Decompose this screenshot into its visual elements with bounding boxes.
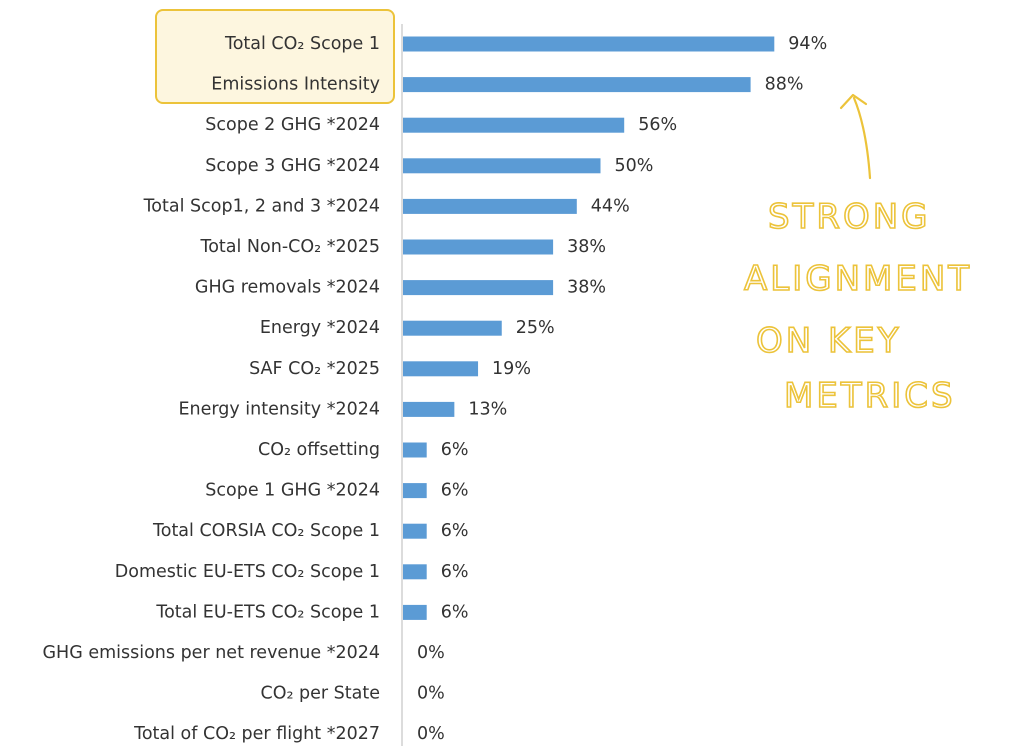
bar [403,320,502,336]
category-label: Total Non-CO₂ *2025 [200,237,381,257]
category-label: CO₂ offsetting [258,440,380,460]
bar [403,77,751,93]
bar [403,36,775,52]
category-labels: Total CO₂ Scope 1 Emissions Intensity Scop… [42,34,380,744]
annotation-line: STRONG [768,197,931,237]
category-label: Total CORSIA CO₂ Scope 1 [152,521,380,541]
highlight-box [155,9,395,104]
value-label: 6% [441,481,469,501]
bar [403,117,625,133]
value-label: 38% [567,278,606,298]
category-label: Total EU-ETS CO₂ Scope 1 [155,602,380,622]
value-label: 19% [492,359,531,379]
value-label: 13% [468,399,507,419]
bar [403,239,554,255]
bars [403,36,775,620]
value-label: 0% [417,724,445,744]
value-label: 50% [615,156,654,176]
value-label: 25% [516,318,555,338]
category-label: Total of CO₂ per flight *2027 [133,724,380,744]
value-label: 88% [765,75,804,95]
annotation-note: STRONG ALIGNMENT ON KEY METRICS [743,196,972,417]
bar [403,198,577,214]
category-label: Domestic EU-ETS CO₂ Scope 1 [115,562,380,582]
annotation-arrow [839,93,872,180]
value-label: 94% [788,34,827,54]
value-label: 6% [441,521,469,541]
category-label: Total Scop1, 2 and 3 *2024 [143,196,380,216]
category-label: Scope 1 GHG *2024 [205,481,380,501]
bar [403,280,554,296]
category-label: Energy intensity *2024 [178,399,380,419]
value-label: 6% [441,602,469,622]
bar [403,483,427,499]
annotation-line: METRICS [784,376,956,416]
category-label: GHG removals *2024 [195,278,380,298]
value-label: 56% [638,115,677,135]
category-label: Scope 2 GHG *2024 [205,115,380,135]
category-label: Total CO₂ Scope 1 [224,34,380,54]
bar [403,604,427,620]
category-label: Scope 3 GHG *2024 [205,156,380,176]
category-label: SAF CO₂ *2025 [249,359,380,379]
value-label: 44% [591,196,630,216]
annotation-line: ON KEY [756,321,902,361]
value-label: 0% [417,643,445,663]
category-label: Emissions Intensity [211,75,380,95]
category-label: GHG emissions per net revenue *2024 [42,643,380,663]
bar [403,158,601,174]
value-label: 6% [441,562,469,582]
value-label: 6% [441,440,469,460]
value-label: 0% [417,684,445,704]
bar [403,401,455,417]
bar [403,361,479,377]
value-label: 38% [567,237,606,257]
category-label: CO₂ per State [260,684,380,704]
bar [403,564,427,580]
annotation-line: ALIGNMENT [744,259,972,299]
category-label: Energy *2024 [260,318,380,338]
value-labels: 94% 88% 56% 50% 44% 38% 38% 25% 19% 13% 6% 6% 6% 6% 6%… [417,34,827,744]
bar [403,442,427,458]
bar [403,523,427,539]
